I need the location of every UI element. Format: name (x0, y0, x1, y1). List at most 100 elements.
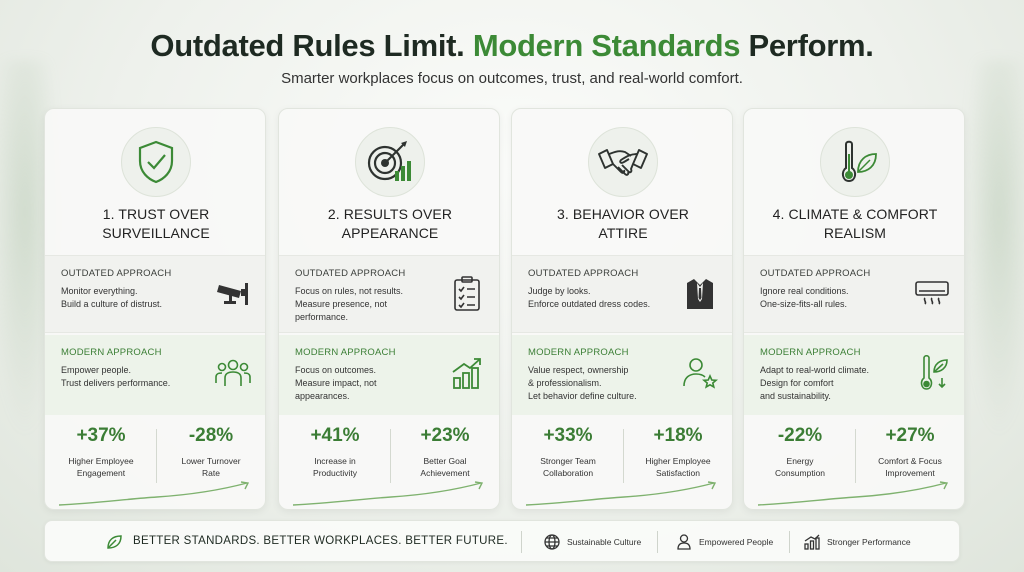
modern-text: Adapt to real-world climate. Design for … (760, 365, 870, 401)
footer-item-label: Stronger Performance (827, 537, 911, 547)
stat-item: -28% Lower Turnover Rate (161, 425, 261, 479)
person-icon (677, 534, 691, 550)
modern-label: MODERN APPROACH (295, 347, 396, 358)
card-heading: 3. BEHAVIOR OVER ATTIRE (556, 206, 690, 241)
footer-divider (657, 531, 658, 553)
outdated-label: OUTDATED APPROACH (760, 268, 871, 279)
stat-divider (390, 429, 391, 483)
stat-divider (855, 429, 856, 483)
background-plant-right (964, 60, 1024, 440)
people-group-icon (213, 353, 253, 393)
footer-item-stronger-performance: Stronger Performance (803, 533, 911, 551)
target-arrow-icon (355, 127, 425, 197)
card-climate-comfort-realism: 4. CLIMATE & COMFORT REALISM OUTDATED AP… (743, 108, 965, 510)
outdated-text: Monitor everything. Build a culture of d… (61, 286, 163, 309)
stat-value: +18% (653, 425, 703, 446)
shield-check-icon (121, 127, 191, 197)
stats-section: +41% Increase in Productivity +23% Better… (279, 421, 499, 509)
modern-text: Value respect, ownership & professionali… (528, 365, 637, 401)
stat-item: +23% Better Goal Achievement (395, 425, 495, 479)
modern-label: MODERN APPROACH (760, 347, 861, 358)
footer-item-sustainable-culture: Sustainable Culture (543, 533, 641, 551)
modern-label: MODERN APPROACH (61, 347, 162, 358)
modern-approach-section: MODERN APPROACH Focus on outcomes. Measu… (279, 335, 499, 415)
stat-label: Increase in Productivity (313, 456, 357, 478)
modern-label: MODERN APPROACH (528, 347, 629, 358)
suit-icon (680, 274, 720, 314)
footer-item-label: Sustainable Culture (567, 537, 642, 547)
checklist-icon (447, 274, 487, 314)
footer-divider (521, 531, 522, 553)
footer-item-label: Empowered People (699, 537, 774, 547)
thermometer-leaf-icon (820, 127, 890, 197)
page-title: Outdated Rules Limit. Modern Standards P… (0, 28, 1024, 64)
handshake-icon (588, 127, 658, 197)
stat-item: +18% Higher Employee Satisfaction (628, 425, 728, 479)
card-heading: 2. RESULTS OVER APPEARANCE (327, 206, 453, 241)
outdated-text: Ignore real conditions. One-size-fits-al… (760, 286, 849, 309)
title-part-1: Outdated Rules Limit. (150, 28, 465, 63)
card-results-over-appearance: 2. RESULTS OVER APPEARANCE OUTDATED APPR… (278, 108, 500, 510)
footer-divider (789, 531, 790, 553)
thermometer-leaf-small-icon (912, 353, 952, 393)
outdated-label: OUTDATED APPROACH (61, 268, 172, 279)
stats-section: +33% Stronger Team Collaboration +18% Hig… (512, 421, 732, 509)
stat-value: +33% (543, 425, 593, 446)
stat-value: +37% (76, 425, 126, 446)
stat-value: +27% (885, 425, 935, 446)
outdated-label: OUTDATED APPROACH (295, 268, 406, 279)
outdated-approach-section: OUTDATED APPROACH Monitor everything. Bu… (45, 255, 265, 333)
stat-item: -22% Energy Consumption (750, 425, 850, 479)
modern-text: Focus on outcomes. Measure impact, not a… (295, 365, 377, 401)
trend-line-icon (757, 481, 949, 506)
modern-approach-section: MODERN APPROACH Adapt to real-world clim… (744, 335, 964, 415)
footer-item-empowered-people: Empowered People (675, 533, 773, 551)
stat-divider (156, 429, 157, 483)
title-part-2: Modern Standards (472, 28, 741, 63)
globe-icon (544, 534, 560, 550)
stat-value: -22% (777, 425, 823, 446)
modern-text: Empower people. Trust delivers performan… (61, 365, 171, 388)
stat-value: +41% (310, 425, 360, 446)
stat-label: Energy Consumption (774, 456, 826, 478)
stat-label: Comfort & Focus Improvement (878, 456, 942, 478)
leaf-icon (107, 535, 122, 549)
stat-divider (623, 429, 624, 483)
modern-approach-section: MODERN APPROACH Value respect, ownership… (512, 335, 732, 415)
footer-tagline: BETTER STANDARDS. BETTER WORKPLACES. BET… (133, 535, 508, 547)
card-behavior-over-attire: 3. BEHAVIOR OVER ATTIRE OUTDATED APPROAC… (511, 108, 733, 510)
stat-value: +23% (420, 425, 470, 446)
stat-label: Better Goal Achievement (420, 456, 470, 478)
trend-line-icon (58, 481, 250, 506)
security-camera-icon (213, 274, 253, 314)
card-heading: 1. TRUST OVER SURVEILLANCE (102, 206, 210, 241)
air-conditioner-icon (912, 274, 952, 314)
stat-label: Stronger Team Collaboration (540, 456, 596, 478)
title-part-3: Perform. (748, 28, 874, 63)
stats-section: -22% Energy Consumption +27% Comfort & Fo… (744, 421, 964, 509)
trend-line-icon (292, 481, 484, 506)
footer-bar: BETTER STANDARDS. BETTER WORKPLACES. BET… (44, 520, 960, 562)
outdated-approach-section: OUTDATED APPROACH Focus on rules, not re… (279, 255, 499, 333)
stats-section: +37% Higher Employee Engagement -28% Lowe… (45, 421, 265, 509)
bar-chart-icon (804, 534, 820, 550)
outdated-text: Judge by looks. Enforce outdated dress c… (528, 286, 651, 309)
outdated-approach-section: OUTDATED APPROACH Ignore real conditions… (744, 255, 964, 333)
stat-label: Higher Employee Engagement (68, 456, 134, 478)
outdated-text: Focus on rules, not results. Measure pre… (295, 286, 404, 322)
trend-line-icon (525, 481, 717, 506)
card-trust-over-surveillance: 1. TRUST OVER SURVEILLANCE OUTDATED APPR… (44, 108, 266, 510)
stat-item: +27% Comfort & Focus Improvement (860, 425, 960, 479)
stat-item: +33% Stronger Team Collaboration (518, 425, 618, 479)
people-star-icon (680, 353, 720, 393)
stat-item: +37% Higher Employee Engagement (51, 425, 151, 479)
outdated-label: OUTDATED APPROACH (528, 268, 639, 279)
stat-label: Lower Turnover Rate (181, 456, 241, 478)
stat-label: Higher Employee Satisfaction (645, 456, 711, 478)
modern-approach-section: MODERN APPROACH Empower people. Trust de… (45, 335, 265, 415)
card-heading: 4. CLIMATE & COMFORT REALISM (772, 206, 938, 241)
stat-item: +41% Increase in Productivity (285, 425, 385, 479)
growth-chart-icon (447, 353, 487, 393)
stat-value: -28% (188, 425, 234, 446)
page-subtitle: Smarter workplaces focus on outcomes, tr… (281, 70, 743, 87)
